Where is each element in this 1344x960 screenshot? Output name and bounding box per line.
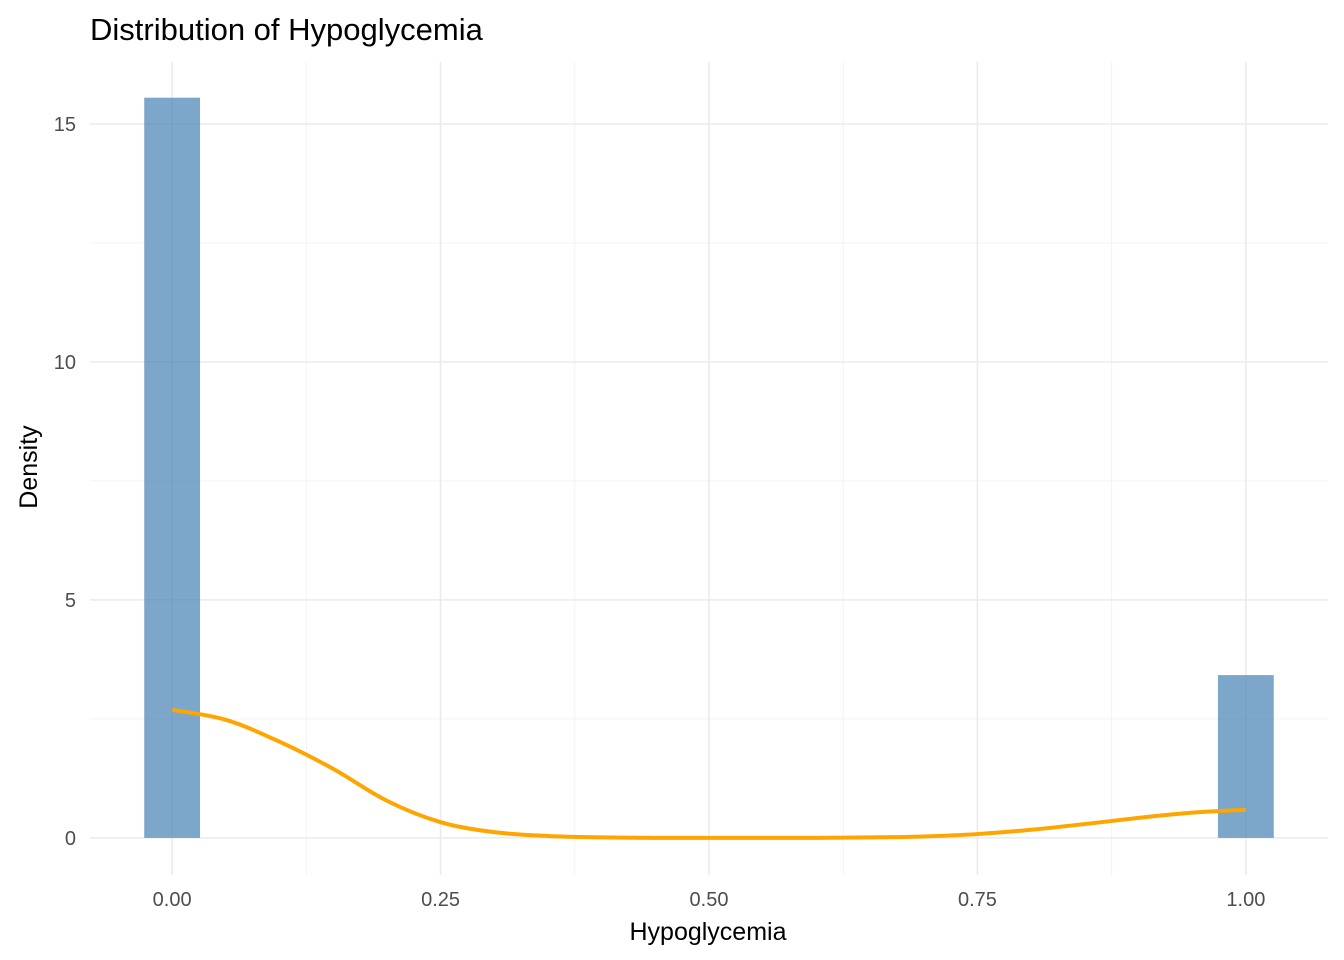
histogram-bar — [1217, 675, 1274, 838]
y-tick-label: 0 — [65, 828, 76, 850]
y-tick-label: 10 — [54, 352, 76, 374]
y-axis-tick-labels: 0 5 10 15 — [54, 114, 76, 850]
y-tick-label: 5 — [65, 590, 76, 612]
histogram-bar — [144, 97, 201, 838]
x-tick-label: 0.50 — [690, 889, 729, 911]
density-curve-line — [171, 707, 1246, 840]
chart-title: Distribution of Hypoglycemia — [90, 12, 484, 47]
x-axis-tick-labels: 0.00 0.25 0.50 0.75 1.00 — [153, 889, 1266, 911]
x-tick-label: 0.75 — [958, 889, 997, 911]
x-tick-label: 0.00 — [153, 889, 192, 911]
x-tick-label: 1.00 — [1226, 889, 1265, 911]
major-gridlines — [90, 62, 1328, 875]
y-axis-title: Density — [15, 425, 43, 509]
x-axis-title: Hypoglycemia — [629, 918, 786, 946]
x-tick-label: 0.25 — [421, 889, 460, 911]
density-curve-group — [171, 707, 1246, 840]
y-tick-label: 15 — [54, 114, 76, 136]
